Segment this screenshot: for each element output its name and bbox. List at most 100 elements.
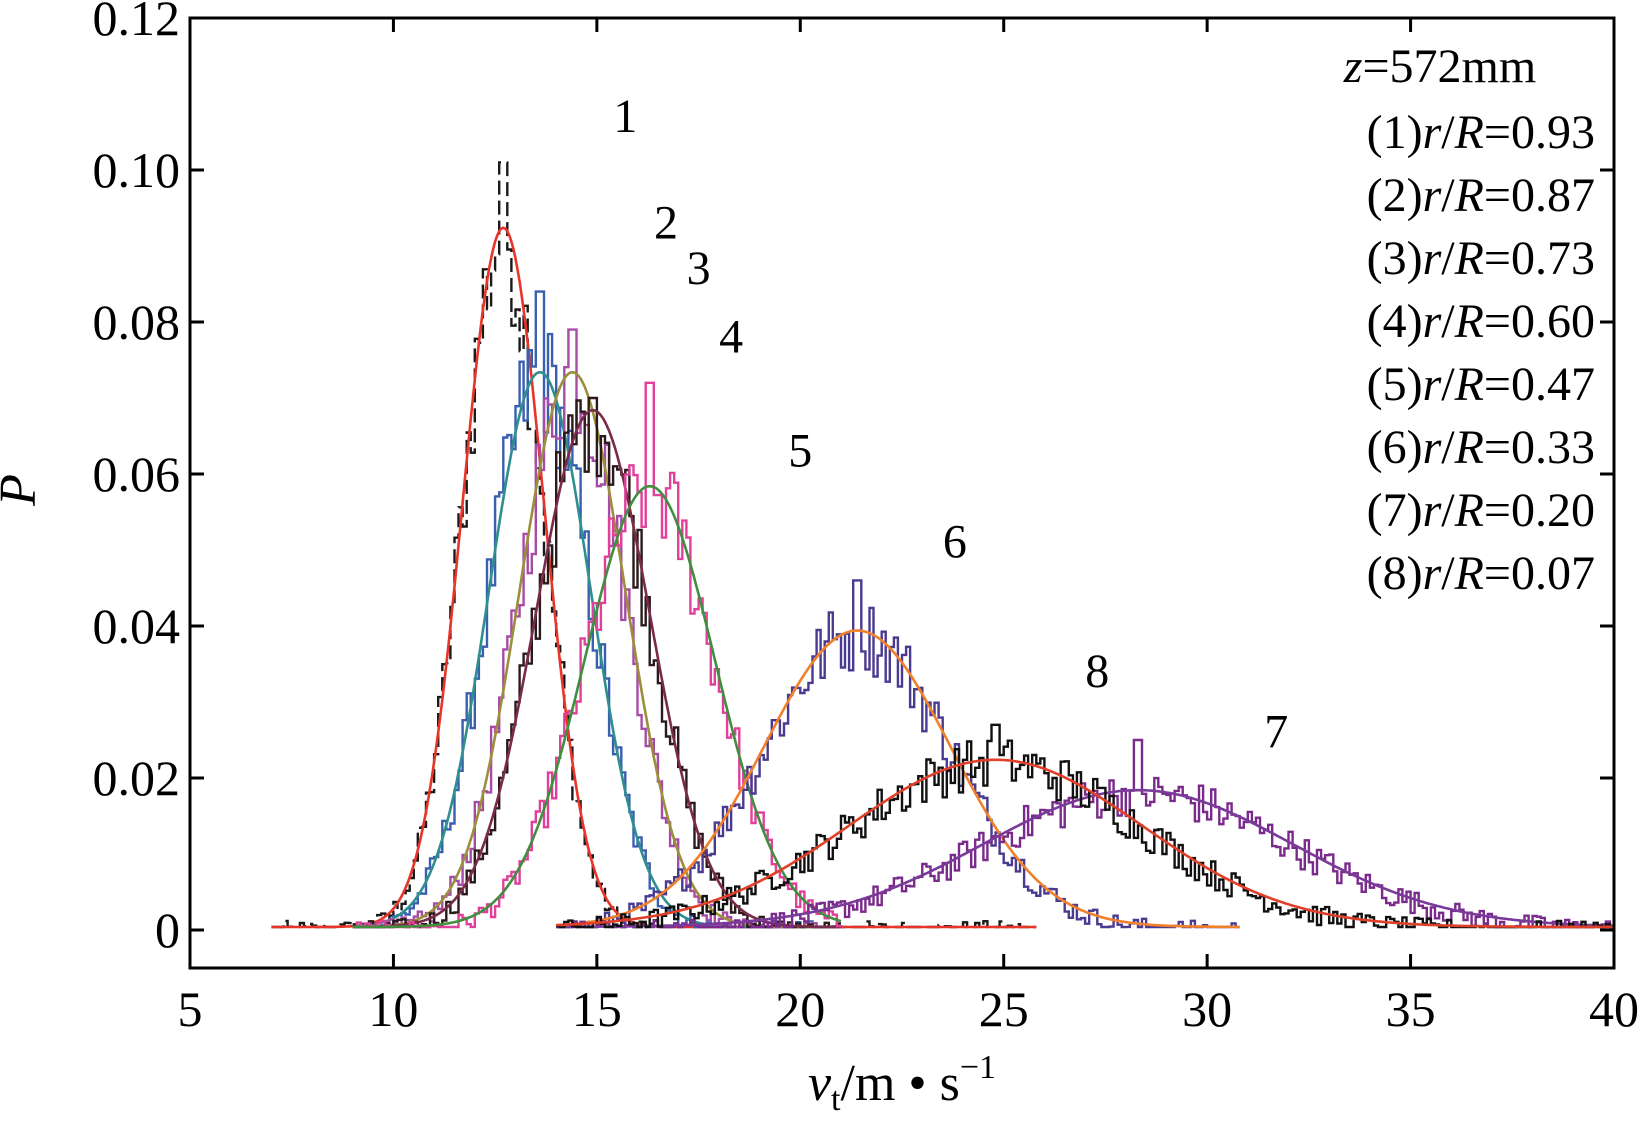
legend-entry-part: =0.33 xyxy=(1484,421,1595,474)
legend-entry-part: r xyxy=(1423,169,1442,222)
x-axis-title-var: v xyxy=(808,1055,832,1112)
x-tick-label: 15 xyxy=(572,981,622,1037)
legend-header-value: =572mm xyxy=(1362,40,1536,93)
y-tick-label: 0.02 xyxy=(93,750,181,806)
legend-entry-part: R xyxy=(1454,421,1484,474)
legend-entry: (5)r/R=0.47 xyxy=(1367,358,1595,411)
y-tick-label: 0.04 xyxy=(93,598,181,654)
legend-entry-part: =0.60 xyxy=(1484,295,1595,348)
legend-entry-part: (6) xyxy=(1367,421,1423,474)
legend-entry-part: R xyxy=(1454,484,1484,537)
x-tick-label: 10 xyxy=(368,981,418,1037)
legend-entry-part: =0.07 xyxy=(1484,547,1595,600)
legend-entry-part: r xyxy=(1423,106,1442,159)
legend-entry: (1)r/R=0.93 xyxy=(1367,106,1595,159)
legend-entry: (4)r/R=0.60 xyxy=(1367,295,1595,348)
legend-entry-part: r xyxy=(1423,358,1442,411)
legend-entry-part: =0.73 xyxy=(1484,232,1595,285)
legend-entry-part: / xyxy=(1441,358,1455,411)
legend-entry-part: / xyxy=(1441,232,1455,285)
legend-entry: (8)r/R=0.07 xyxy=(1367,547,1595,600)
legend-entry-part: / xyxy=(1441,421,1455,474)
series-layer xyxy=(271,161,1615,929)
legend-entry-part: r xyxy=(1423,232,1442,285)
x-axis-title-subscript: t xyxy=(831,1081,841,1118)
legend-entry-part: (8) xyxy=(1367,547,1423,600)
series-6-histogram xyxy=(556,579,1240,929)
curve-label-3: 3 xyxy=(687,242,711,295)
y-axis-title: P xyxy=(0,474,47,507)
curve-label-4: 4 xyxy=(719,310,743,363)
series-8-fit-curve xyxy=(556,758,1614,929)
curve-label-1: 1 xyxy=(613,90,637,143)
series-7-fit-curve xyxy=(556,788,1615,929)
curve-label-2: 2 xyxy=(654,196,678,249)
legend-header-var: z xyxy=(1343,40,1363,93)
curve-label-5: 5 xyxy=(788,424,812,477)
series-1-fit-curve xyxy=(271,226,1037,929)
series-1-histogram xyxy=(271,161,1037,929)
legend-entry-part: / xyxy=(1441,106,1455,159)
series-5-histogram xyxy=(352,381,841,929)
legend-entry-part: R xyxy=(1454,232,1484,285)
x-tick-label: 35 xyxy=(1386,981,1436,1037)
x-axis-ticks: 5 10 15 20 25 30 35 40 xyxy=(178,18,1639,1037)
series-8 xyxy=(556,723,1614,929)
legend-entry-part: R xyxy=(1454,295,1484,348)
legend-entry-part: =0.20 xyxy=(1484,484,1595,537)
legend-entry-part: (3) xyxy=(1367,232,1423,285)
x-tick-label: 30 xyxy=(1182,981,1232,1037)
series-7-histogram xyxy=(556,738,1614,929)
legend-header: z=572mm xyxy=(1343,40,1536,93)
curve-label-8: 8 xyxy=(1085,645,1109,698)
legend-entry: (2)r/R=0.87 xyxy=(1367,169,1595,222)
series-6-fit-curve xyxy=(556,629,1240,929)
legend-entry-part: (4) xyxy=(1367,295,1423,348)
legend-entry-part: =0.47 xyxy=(1484,358,1595,411)
curve-label-6: 6 xyxy=(943,516,967,569)
y-axis-ticks: 0 0.02 0.04 0.06 0.08 0.10 0.12 xyxy=(93,0,1614,958)
x-tick-label: 20 xyxy=(775,981,825,1037)
x-axis-title: vt/m • s−1 xyxy=(808,1049,996,1118)
legend-entry-part: =0.93 xyxy=(1484,106,1595,159)
legend-entry: (7)r/R=0.20 xyxy=(1367,484,1595,537)
legend-entry-part: / xyxy=(1441,295,1455,348)
x-axis-title-exponent: −1 xyxy=(960,1049,996,1086)
plot-frame xyxy=(188,16,1616,970)
y-tick-label: 0.06 xyxy=(93,446,181,502)
x-tick-label: 25 xyxy=(979,981,1029,1037)
legend-entry-part: =0.87 xyxy=(1484,169,1595,222)
y-tick-label: 0.10 xyxy=(93,142,181,198)
legend-entry-part: r xyxy=(1423,547,1442,600)
series-1 xyxy=(271,161,1037,929)
y-tick-label: 0.08 xyxy=(93,294,181,350)
legend-entry-part: / xyxy=(1441,484,1455,537)
legend-entry-part: (7) xyxy=(1367,484,1423,537)
series-5-fit-curve xyxy=(352,484,842,929)
legend-entry-part: r xyxy=(1423,295,1442,348)
legend-entry-part: (2) xyxy=(1367,169,1423,222)
legend-entry-part: R xyxy=(1454,106,1484,159)
legend-entry-part: r xyxy=(1423,421,1442,474)
legend-entry-part: R xyxy=(1454,547,1484,600)
series-7 xyxy=(556,738,1615,929)
legend-entry-part: (5) xyxy=(1367,358,1423,411)
y-tick-label: 0 xyxy=(155,902,180,958)
x-tick-label: 40 xyxy=(1589,981,1639,1037)
legend-entry-part: r xyxy=(1423,484,1442,537)
legend-entry: (3)r/R=0.73 xyxy=(1367,232,1595,285)
plot-area: 5 10 15 20 25 30 35 40 00.020.040.060.080.100.1… xyxy=(93,0,1640,1037)
legend-entry-part: R xyxy=(1454,169,1484,222)
y-tick-label: 0.12 xyxy=(93,0,181,46)
legend-entry-part: / xyxy=(1441,547,1455,600)
legend-entry-part: / xyxy=(1441,169,1455,222)
curve-label-7: 7 xyxy=(1264,706,1288,759)
legend-entry-part: R xyxy=(1454,358,1484,411)
legend-entries: (1)r/R=0.93(2)r/R=0.87(3)r/R=0.73(4)r/R=… xyxy=(1367,106,1595,600)
x-tick-label: 5 xyxy=(178,981,203,1037)
series-5 xyxy=(352,381,842,929)
x-axis-title-unit: /m • s xyxy=(841,1055,960,1112)
legend-entry: (6)r/R=0.33 xyxy=(1367,421,1595,474)
legend: z=572mm (1)r/R=0.93(2)r/R=0.87(3)r/R=0.7… xyxy=(1343,40,1595,600)
